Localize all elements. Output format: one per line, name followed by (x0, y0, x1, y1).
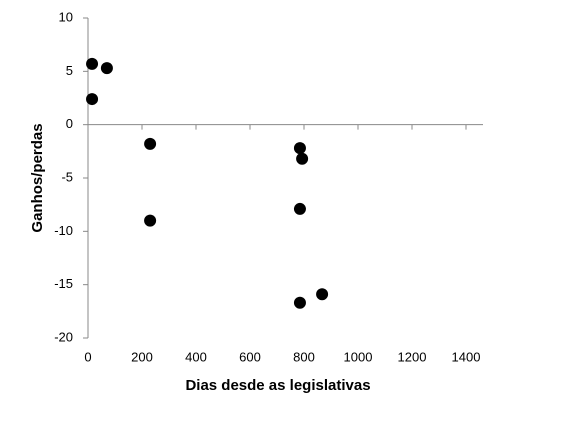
y-tick-label: 10 (59, 9, 73, 24)
point (86, 57, 99, 70)
y-tick-label: -20 (54, 329, 73, 344)
x-tick-label: 600 (239, 349, 261, 364)
x-tick-label: 1400 (452, 349, 481, 364)
x-tick-label: 1200 (398, 349, 427, 364)
x-tick-label: 1000 (344, 349, 373, 364)
y-tick-label: -10 (54, 223, 73, 238)
y-tick-label: -15 (54, 276, 73, 291)
x-tick-label: 800 (293, 349, 315, 364)
point (296, 152, 309, 165)
point (293, 202, 306, 215)
point (316, 288, 329, 301)
x-tick-label: 200 (131, 349, 153, 364)
point (144, 214, 157, 227)
point (86, 93, 99, 106)
x-axis-title: Dias desde as legislativas (185, 377, 370, 394)
y-axis-title: Ganhos/perdas (29, 123, 46, 232)
x-tick-label: 0 (84, 349, 91, 364)
y-tick-label: 0 (66, 116, 73, 131)
y-tick-label: 5 (66, 63, 73, 78)
x-tick-label: 400 (185, 349, 207, 364)
point (144, 137, 157, 150)
point (293, 296, 306, 309)
point (293, 142, 306, 155)
point (100, 62, 113, 75)
y-tick-label: -5 (61, 169, 73, 184)
